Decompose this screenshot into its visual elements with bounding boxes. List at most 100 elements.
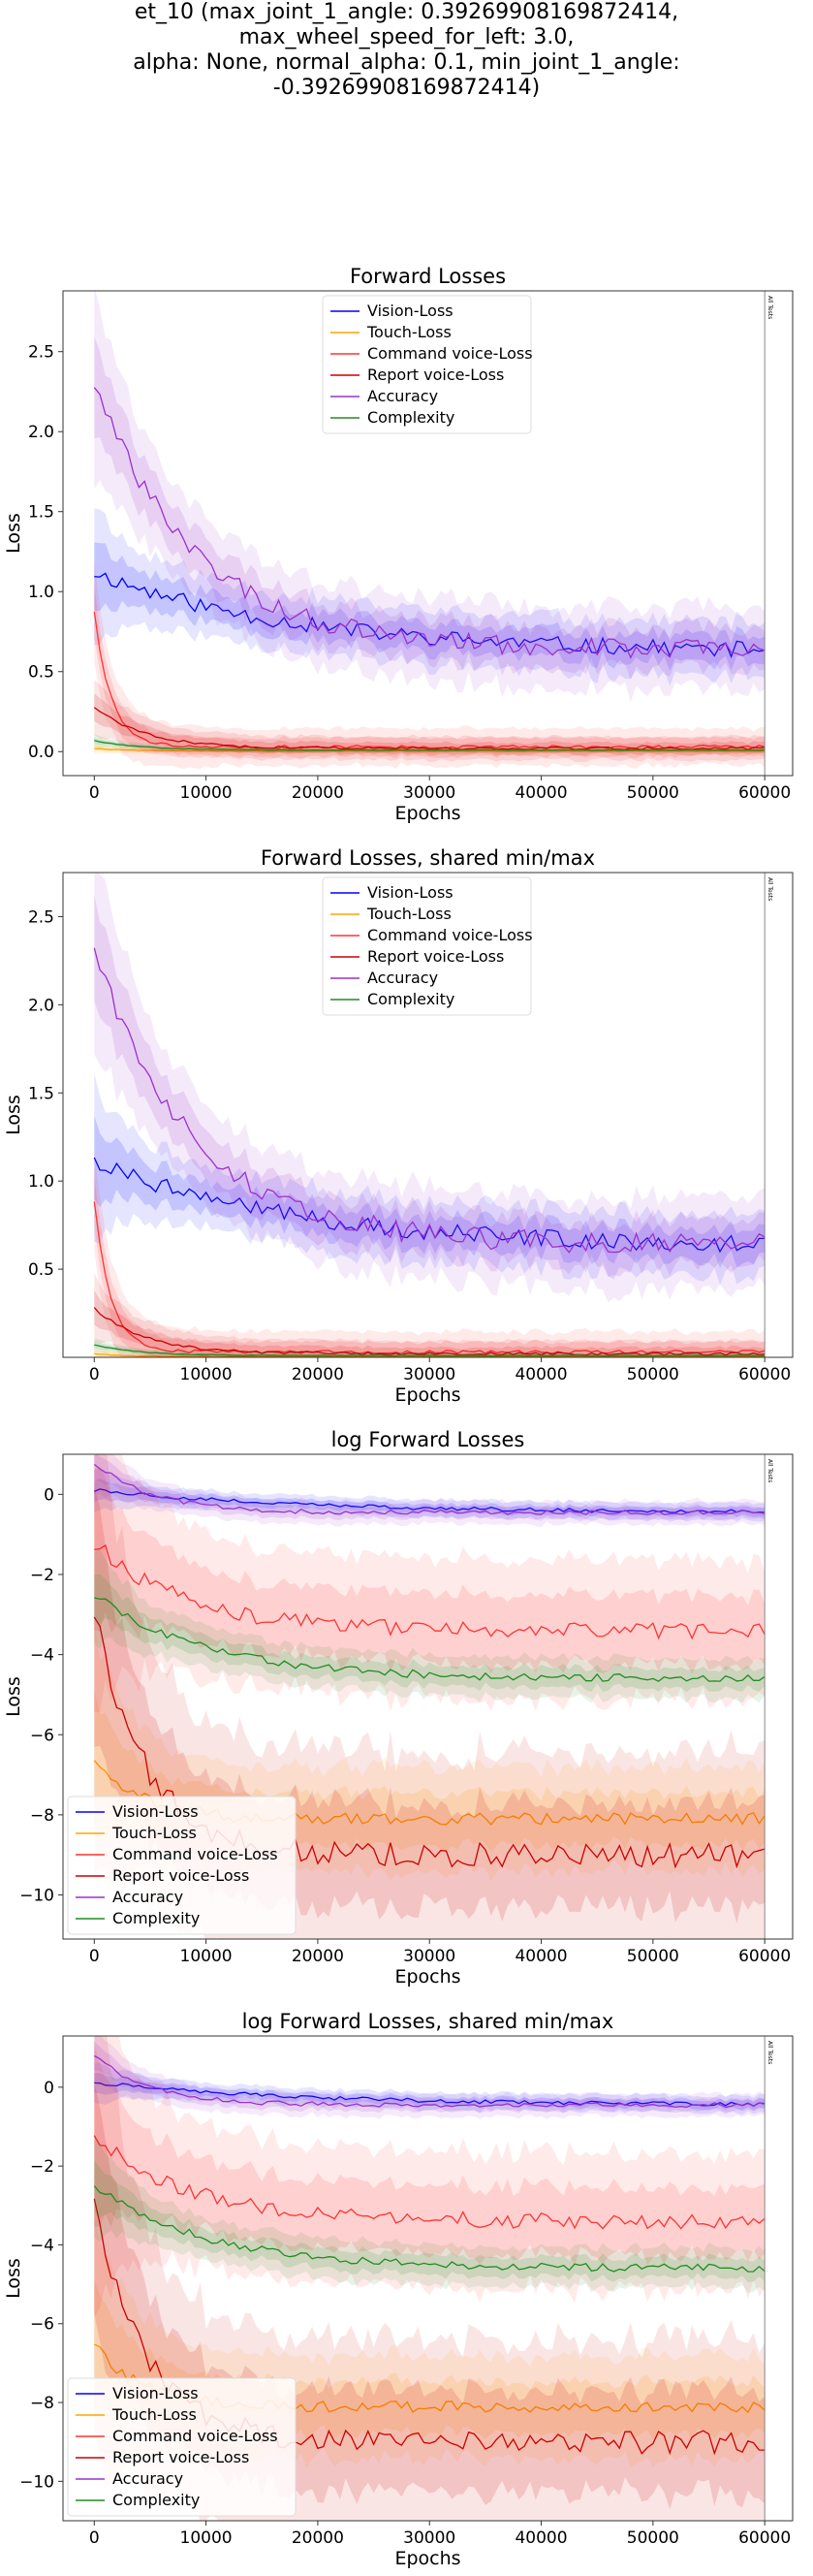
x-tick-label: 10000 — [180, 783, 233, 803]
y-tick-label: −8 — [30, 1806, 54, 1826]
legend: Vision-Loss Touch-Loss Command voice-Loss R… — [322, 295, 533, 434]
test-marker-label: All Tests — [766, 1459, 773, 1482]
series-accuracy — [93, 2054, 766, 2109]
series-touch-loss — [94, 1352, 766, 1357]
series-report-voice-loss — [93, 707, 766, 750]
legend-label-touch-loss: Touch-Loss — [111, 2405, 197, 2424]
band-vision-loss — [94, 2073, 766, 2111]
chart-title: log Forward Losses — [331, 1428, 525, 1451]
x-tick-label: 50000 — [627, 1947, 679, 1966]
band-command-voice-loss — [94, 1176, 766, 1357]
band-vision-loss — [94, 1479, 766, 1517]
legend-label-vision-loss: Vision-Loss — [367, 883, 453, 902]
y-tick-label: −8 — [30, 2394, 54, 2413]
y-tick-label: 2.0 — [28, 423, 54, 442]
legend: Vision-Loss Touch-Loss Command voice-Loss R… — [322, 876, 533, 1016]
legend-label-report-voice-loss: Report voice-Loss — [112, 1866, 249, 1885]
y-tick-label: 1.5 — [28, 1084, 54, 1103]
legend-label-complexity: Complexity — [112, 2491, 200, 2509]
series-complexity — [93, 2185, 766, 2273]
x-tick-label: 60000 — [738, 1365, 791, 1384]
series-report-voice-loss — [93, 1307, 766, 1356]
legend: Vision-Loss Touch-Loss Command voice-Loss R… — [67, 1796, 297, 1935]
y-tick-label: 2.5 — [28, 907, 54, 927]
chart-forward-losses-shared: Forward Losses, shared min/max All Tests 0… — [3, 846, 794, 1406]
x-tick-label: 30000 — [403, 783, 455, 803]
series-complexity — [94, 740, 766, 751]
legend-label-touch-loss: Touch-Loss — [111, 1824, 197, 1842]
x-axis-label: Epochs — [394, 1384, 460, 1406]
y-tick-label: −10 — [19, 1887, 54, 1906]
legend-label-command-voice-loss: Command voice-Loss — [367, 344, 533, 363]
y-tick-label: −2 — [30, 1566, 54, 1585]
band-accuracy — [94, 1454, 766, 1527]
y-tick-label: −4 — [30, 1646, 54, 1666]
legend-label-report-voice-loss: Report voice-Loss — [367, 366, 504, 384]
chart-title: Forward Losses, shared min/max — [261, 846, 595, 870]
series-complexity — [94, 1597, 766, 1682]
band-vision-loss — [94, 1115, 766, 1268]
y-tick-label: 1.0 — [28, 1172, 54, 1192]
x-tick-label: 50000 — [627, 783, 679, 803]
legend-label-accuracy: Accuracy — [367, 969, 438, 987]
band-vision-loss — [94, 1073, 766, 1286]
x-tick-label: 30000 — [403, 1365, 455, 1384]
legend-label-command-voice-loss: Command voice-Loss — [112, 1845, 278, 1863]
legend-label-accuracy: Accuracy — [367, 387, 438, 405]
series-complexity — [94, 1344, 766, 1357]
series-command-voice-loss — [94, 1543, 766, 1640]
x-tick-label: 50000 — [627, 2528, 679, 2548]
band-accuracy — [94, 336, 766, 681]
x-tick-label: 60000 — [738, 2528, 791, 2548]
x-tick-label: 0 — [89, 783, 100, 803]
legend-box — [67, 2377, 297, 2517]
test-marker-label: All Tests — [766, 2041, 773, 2064]
legend-label-command-voice-loss: Command voice-Loss — [367, 926, 533, 944]
y-tick-label: 0.5 — [28, 663, 54, 683]
band-complexity — [94, 734, 766, 753]
series-accuracy — [93, 1463, 766, 1516]
band-report-voice-loss — [94, 693, 766, 756]
x-tick-label: 0 — [89, 2528, 100, 2548]
legend-box — [322, 295, 532, 434]
band-report-voice-loss — [94, 1289, 766, 1357]
legend-label-vision-loss: Vision-Loss — [112, 2384, 199, 2402]
band-vision-loss — [94, 508, 766, 686]
band-vision-loss — [94, 1468, 766, 1522]
legend-label-complexity: Complexity — [112, 1909, 200, 1927]
band-command-voice-loss — [94, 1152, 766, 1357]
x-tick-label: 50000 — [627, 1365, 679, 1384]
x-tick-label: 0 — [89, 1947, 100, 1966]
legend: Vision-Loss Touch-Loss Command voice-Loss R… — [67, 2377, 297, 2517]
plot-frame — [62, 2035, 794, 2522]
y-tick-label: −10 — [19, 2472, 54, 2492]
y-tick-label: −4 — [30, 2236, 54, 2255]
y-tick-label: 0 — [44, 2079, 54, 2098]
y-tick-label: 2.0 — [28, 996, 54, 1015]
legend-label-touch-loss: Touch-Loss — [366, 905, 452, 923]
plot-area — [93, 291, 766, 769]
band-command-voice-loss — [94, 1454, 766, 1713]
y-tick-label: 1.0 — [28, 583, 54, 602]
figure-title: et_10 (max_joint_1_angle: 0.392699081698… — [133, 0, 680, 100]
band-accuracy — [94, 873, 766, 1303]
x-axis-label: Epochs — [394, 2548, 460, 2569]
band-vision-loss — [94, 542, 766, 671]
y-tick-label: 0.5 — [28, 1260, 54, 1280]
band-complexity — [94, 1548, 766, 1703]
x-tick-label: 10000 — [180, 1947, 233, 1966]
plot-frame — [62, 1453, 794, 1940]
band-accuracy — [94, 894, 766, 1278]
legend-label-complexity: Complexity — [367, 408, 454, 427]
y-tick-label: 0 — [44, 1485, 54, 1505]
x-axis-label: Epochs — [394, 1966, 460, 1988]
x-tick-label: 10000 — [180, 1365, 233, 1384]
plot-frame — [62, 290, 794, 777]
y-tick-label: 1.5 — [28, 503, 54, 523]
series-accuracy — [93, 387, 766, 659]
y-axis-label: Loss — [3, 2258, 24, 2299]
band-accuracy — [94, 1454, 766, 1521]
x-tick-label: 20000 — [292, 1947, 344, 1966]
series-command-voice-loss — [93, 611, 766, 749]
legend-label-accuracy: Accuracy — [112, 1888, 183, 1906]
